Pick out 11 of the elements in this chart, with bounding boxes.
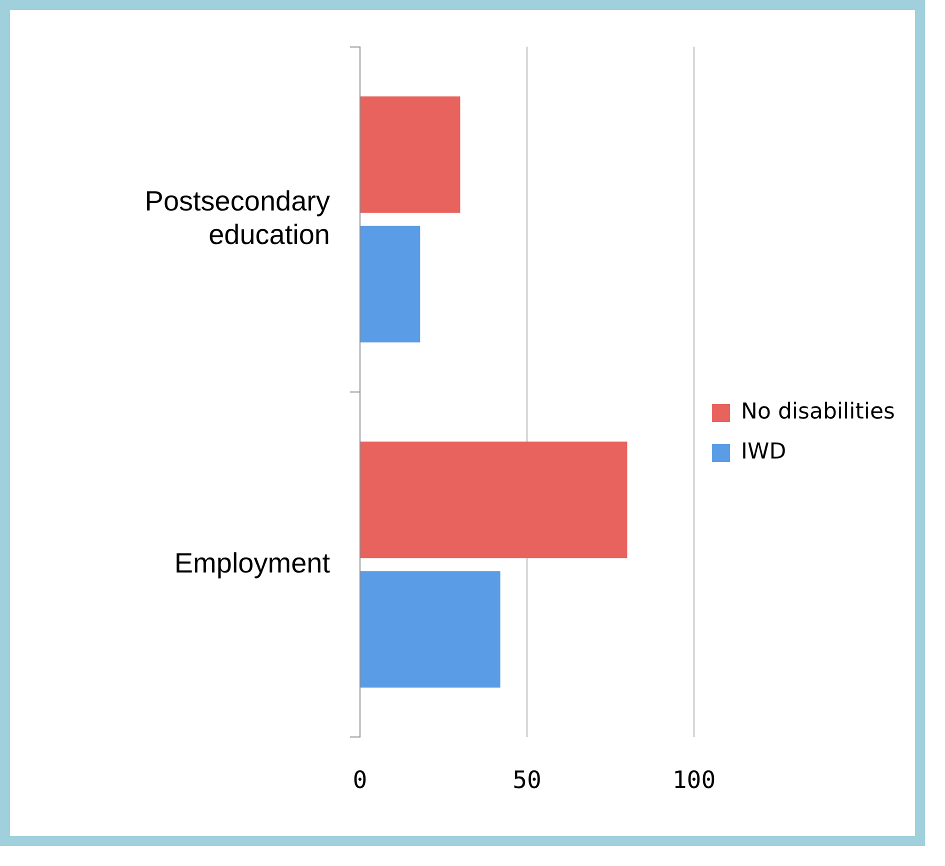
bar xyxy=(360,571,500,688)
y-tick-label: Postsecondary education xyxy=(144,185,330,250)
y-tick-label: Employment xyxy=(174,547,330,578)
x-tick-label: 0 xyxy=(352,766,368,794)
legend-label: IWD xyxy=(741,440,786,465)
legend-label: No disabilities xyxy=(741,400,895,425)
x-tick-label: 100 xyxy=(672,766,716,794)
x-tick-label: 50 xyxy=(512,766,542,794)
bar xyxy=(360,96,460,213)
bar xyxy=(360,226,420,342)
bar xyxy=(360,442,628,558)
